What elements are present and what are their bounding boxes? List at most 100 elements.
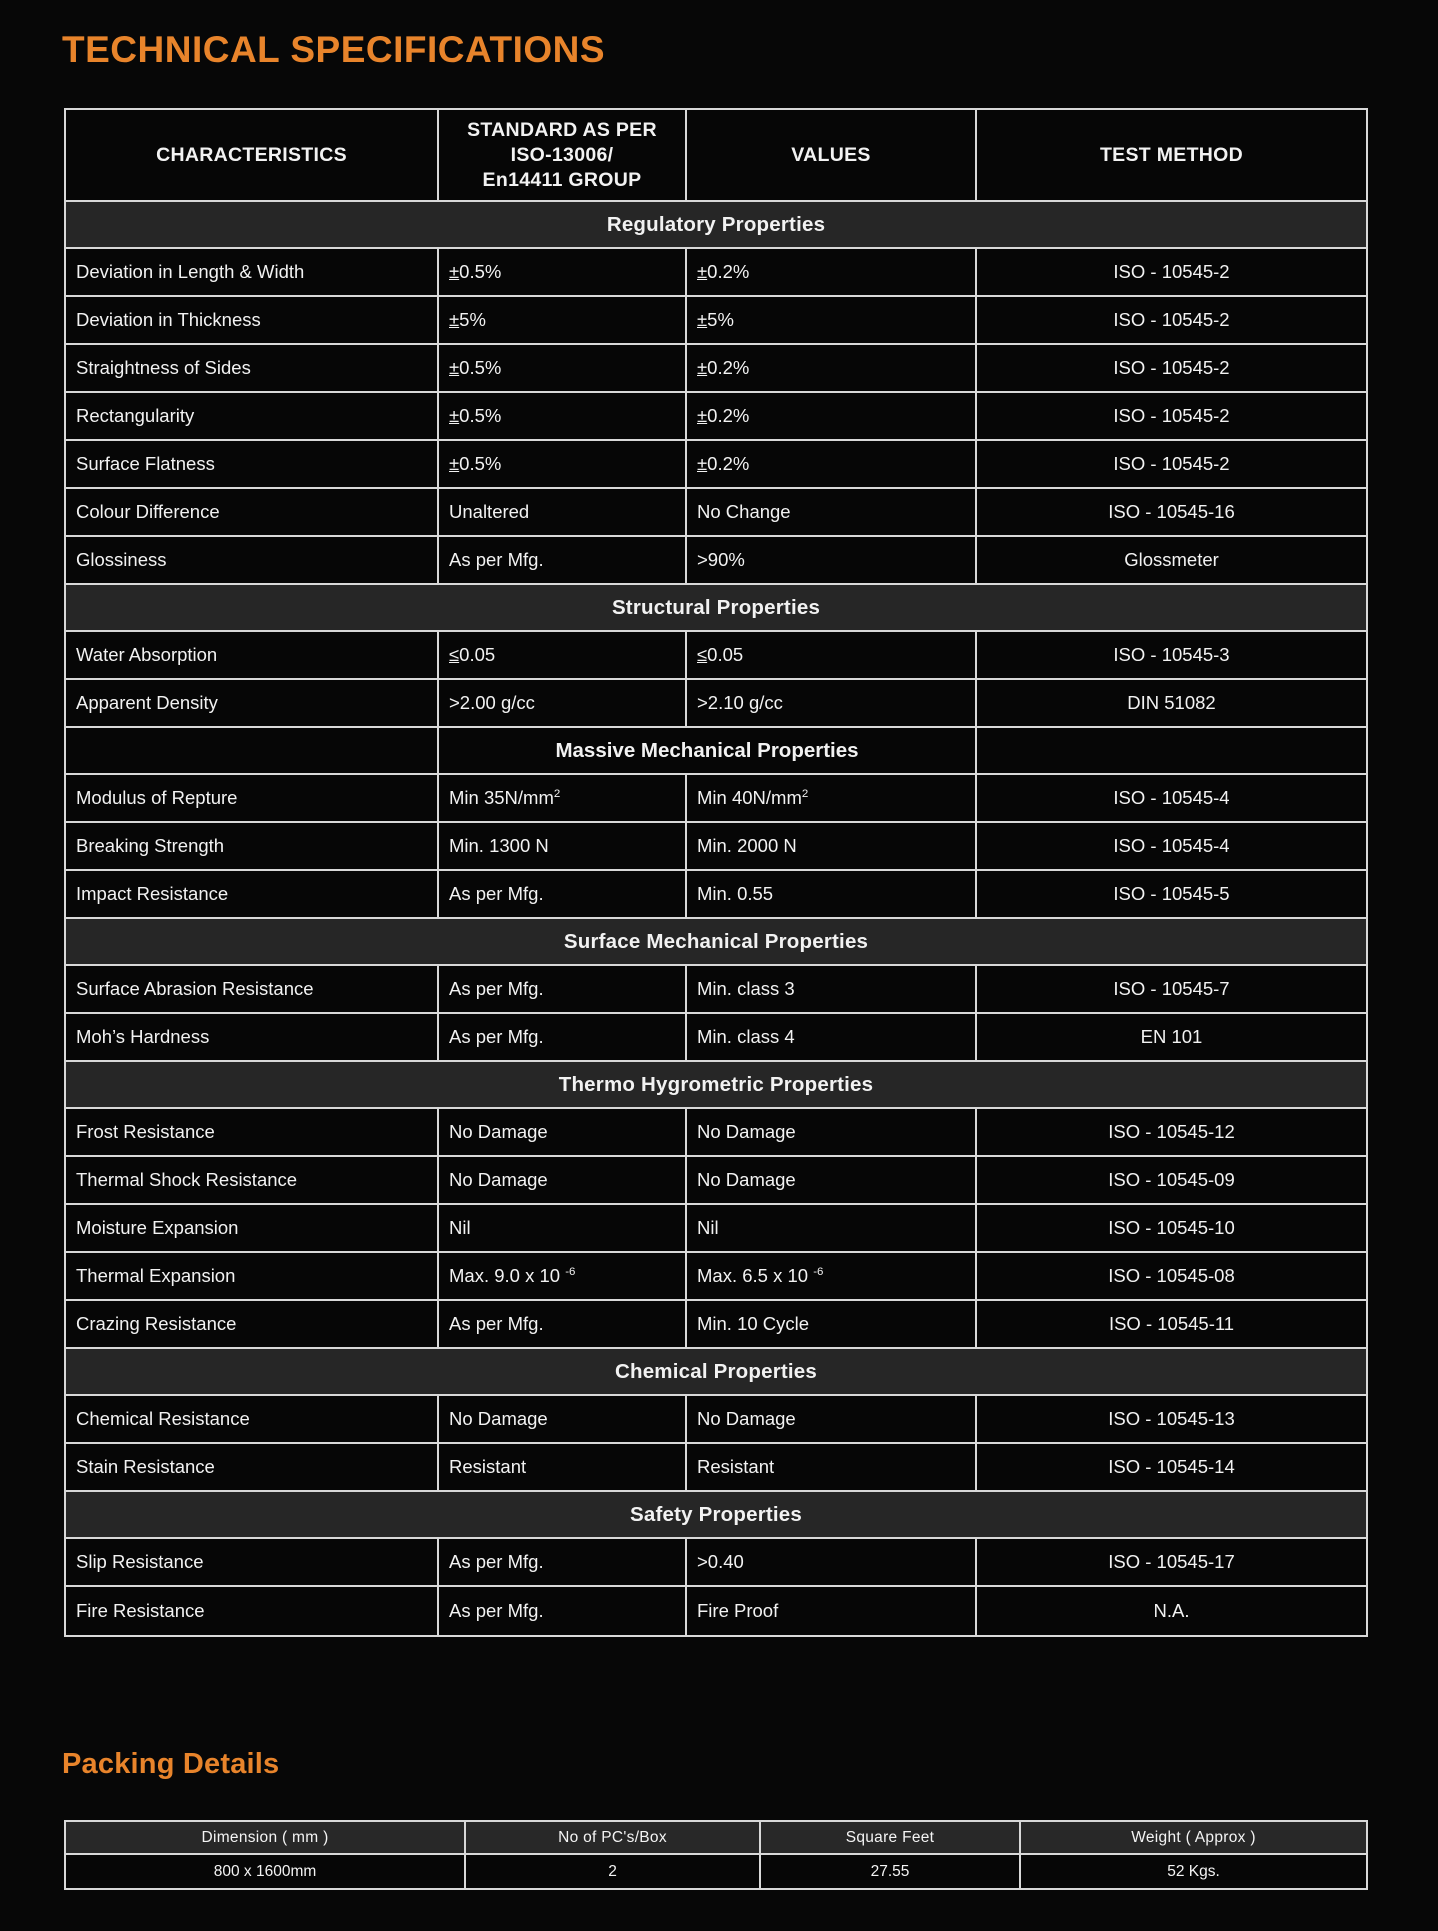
section-header-label: Safety Properties [66, 1492, 1366, 1539]
cell-standard: Resistant [439, 1444, 687, 1492]
table-row: Thermal Shock Resistance No Damage No Dama… [66, 1157, 1366, 1205]
cell-value: ±0.2% [687, 345, 977, 393]
cell-value: No Change [687, 489, 977, 537]
cell-characteristic: Apparent Density [66, 680, 439, 728]
table-row: Moh’s Hardness As per Mfg. Min. class 4 EN … [66, 1014, 1366, 1062]
cell-value: ±0.2% [687, 441, 977, 489]
cell-value: ≤0.05 [687, 632, 977, 680]
column-header-test-method: TEST METHOD [977, 110, 1366, 202]
cell-value: Resistant [687, 1444, 977, 1492]
section-header-row: Structural Properties [66, 585, 1366, 632]
table-row: Crazing Resistance As per Mfg. Min. 10 Cyc… [66, 1301, 1366, 1349]
packing-details-table: Dimension ( mm ) No of PC's/Box Square Fee… [64, 1820, 1368, 1890]
cell-characteristic: Colour Difference [66, 489, 439, 537]
table-row: Slip Resistance As per Mfg. >0.40 ISO - 105… [66, 1539, 1366, 1587]
cell-test-method: ISO - 10545-10 [977, 1205, 1366, 1253]
section-header-row: Regulatory Properties [66, 202, 1366, 249]
cell-characteristic: Surface Abrasion Resistance [66, 966, 439, 1014]
table-row: Straightness of Sides ±0.5% ±0.2% ISO - 105… [66, 345, 1366, 393]
cell-characteristic: Thermal Shock Resistance [66, 1157, 439, 1205]
section-header-label: Thermo Hygrometric Properties [66, 1062, 1366, 1109]
table-row: Apparent Density >2.00 g/cc >2.10 g/cc DIN … [66, 680, 1366, 728]
section-header-row: Massive Mechanical Properties [66, 728, 1366, 775]
cell-characteristic: Impact Resistance [66, 871, 439, 919]
header-row: CHARACTERISTICS STANDARD AS PER ISO-1300… [66, 110, 1366, 202]
standard-header-line-1: STANDARD AS PER [467, 118, 657, 141]
cell-standard: As per Mfg. [439, 1539, 687, 1587]
table-row: Colour Difference Unaltered No Change ISO -… [66, 489, 1366, 537]
table-row: Modulus of Repture Min 35N/mm2 Min 40N/mm2… [66, 775, 1366, 823]
specifications-table: CHARACTERISTICS STANDARD AS PER ISO-1300… [64, 108, 1368, 1637]
cell-standard: Unaltered [439, 489, 687, 537]
cell-value: Nil [687, 1205, 977, 1253]
cell-characteristic: Surface Flatness [66, 441, 439, 489]
cell-value: No Damage [687, 1157, 977, 1205]
cell-value: Min. class 3 [687, 966, 977, 1014]
cell-standard: ±0.5% [439, 441, 687, 489]
specifications-table-container: CHARACTERISTICS STANDARD AS PER ISO-1300… [64, 108, 1368, 1637]
cell-characteristic: Stain Resistance [66, 1444, 439, 1492]
cell-characteristic: Thermal Expansion [66, 1253, 439, 1301]
cell-standard: Nil [439, 1205, 687, 1253]
cell-characteristic: Chemical Resistance [66, 1396, 439, 1444]
cell-test-method: EN 101 [977, 1014, 1366, 1062]
packing-column-header: No of PC's/Box [466, 1822, 761, 1855]
cell-value: Min. 10 Cycle [687, 1301, 977, 1349]
cell-test-method: ISO - 10545-2 [977, 297, 1366, 345]
cell-characteristic: Fire Resistance [66, 1587, 439, 1635]
cell-standard: As per Mfg. [439, 1301, 687, 1349]
section-header-row: Chemical Properties [66, 1349, 1366, 1396]
cell-test-method: ISO - 10545-09 [977, 1157, 1366, 1205]
cell-standard: Min. 1300 N [439, 823, 687, 871]
cell-standard: ±0.5% [439, 393, 687, 441]
packing-cell: 2 [466, 1855, 761, 1888]
table-row: Chemical Resistance No Damage No Damage ISO… [66, 1396, 1366, 1444]
cell-test-method: ISO - 10545-4 [977, 823, 1366, 871]
packing-column-header: Weight ( Approx ) [1021, 1822, 1366, 1855]
cell-standard: No Damage [439, 1109, 687, 1157]
column-header-standard: STANDARD AS PER ISO-13006/ En14411 GROUP [439, 110, 687, 202]
section-header-label: Chemical Properties [66, 1349, 1366, 1396]
cell-value: No Damage [687, 1396, 977, 1444]
section-header-row: Surface Mechanical Properties [66, 919, 1366, 966]
cell-value: No Damage [687, 1109, 977, 1157]
cell-test-method: Glossmeter [977, 537, 1366, 585]
cell-test-method: N.A. [977, 1587, 1366, 1635]
cell-characteristic: Glossiness [66, 537, 439, 585]
cell-standard: As per Mfg. [439, 871, 687, 919]
cell-characteristic: Slip Resistance [66, 1539, 439, 1587]
section-header-row: Safety Properties [66, 1492, 1366, 1539]
packing-column-header: Square Feet [761, 1822, 1021, 1855]
column-header-values: VALUES [687, 110, 977, 202]
section-header-label: Regulatory Properties [66, 202, 1366, 249]
cell-test-method: ISO - 10545-2 [977, 441, 1366, 489]
table-row: Surface Abrasion Resistance As per Mfg. Mi… [66, 966, 1366, 1014]
table-body: Regulatory Properties Deviation in Length… [66, 202, 1366, 1635]
cell-value: >2.10 g/cc [687, 680, 977, 728]
cell-test-method: ISO - 10545-17 [977, 1539, 1366, 1587]
section-header-label: Surface Mechanical Properties [66, 919, 1366, 966]
cell-test-method: ISO - 10545-13 [977, 1396, 1366, 1444]
cell-characteristic: Water Absorption [66, 632, 439, 680]
cell-characteristic: Breaking Strength [66, 823, 439, 871]
table-row: Deviation in Length & Width ±0.5% ±0.2% ISO… [66, 249, 1366, 297]
cell-test-method: ISO - 10545-14 [977, 1444, 1366, 1492]
cell-standard: ±5% [439, 297, 687, 345]
cell-standard: ±0.5% [439, 345, 687, 393]
cell-standard: ≤0.05 [439, 632, 687, 680]
table-row: Rectangularity ±0.5% ±0.2% ISO - 10545-2 [66, 393, 1366, 441]
cell-characteristic: Deviation in Thickness [66, 297, 439, 345]
table-row: Surface Flatness ±0.5% ±0.2% ISO - 10545-2 [66, 441, 1366, 489]
packing-header-row: Dimension ( mm ) No of PC's/Box Square Fee… [66, 1822, 1366, 1855]
cell-characteristic: Crazing Resistance [66, 1301, 439, 1349]
page-title: TECHNICAL SPECIFICATIONS [62, 29, 606, 70]
cell-value: Min 40N/mm2 [687, 775, 977, 823]
packing-table-container: Dimension ( mm ) No of PC's/Box Square Fee… [64, 1820, 1368, 1890]
table-row: Thermal Expansion Max. 9.0 x 10 -6 Max. 6.… [66, 1253, 1366, 1301]
cell-standard: As per Mfg. [439, 537, 687, 585]
cell-test-method: DIN 51082 [977, 680, 1366, 728]
packing-head: Dimension ( mm ) No of PC's/Box Square Fee… [66, 1822, 1366, 1855]
cell-standard: >2.00 g/cc [439, 680, 687, 728]
